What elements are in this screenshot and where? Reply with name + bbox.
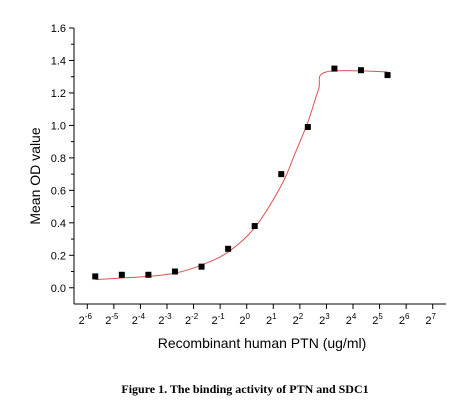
- y-tick-label: 1.6: [51, 23, 66, 35]
- y-tick-label: 0.2: [51, 250, 66, 262]
- x-tick-label: 21: [266, 312, 277, 327]
- data-point: [278, 171, 285, 178]
- y-tick-label: 0.8: [51, 153, 66, 165]
- data-point: [118, 271, 125, 278]
- data-point: [384, 72, 391, 79]
- axes: [73, 28, 446, 305]
- y-tick-label: 1.0: [51, 120, 66, 132]
- fit-curve: [95, 70, 388, 281]
- data-point: [304, 124, 311, 131]
- x-axis-ticks: 2-6 2-5 2-4 2-3 2-2 2-1 20 21 22 23 24 25 26 27: [79, 304, 437, 327]
- figure-caption: Figure 1. The binding activity of PTN an…: [121, 382, 368, 396]
- x-tick-label: 23: [319, 312, 330, 327]
- data-point: [171, 268, 178, 275]
- x-axis-label: Recombinant human PTN (ug/ml): [158, 335, 367, 351]
- y-tick-label: 1.4: [51, 55, 66, 67]
- data-point: [198, 263, 205, 270]
- fit-curve-group: [95, 70, 388, 281]
- x-tick-label: 20: [239, 312, 250, 327]
- y-tick-label: 0.6: [51, 185, 66, 197]
- data-point: [145, 271, 152, 278]
- data-point: [92, 273, 99, 280]
- data-points: [92, 65, 391, 280]
- x-tick-label: 2-2: [185, 312, 199, 327]
- x-tick-label: 27: [425, 312, 436, 327]
- x-tick-label: 2-6: [79, 312, 93, 327]
- y-tick-label: 0.0: [51, 283, 66, 295]
- x-tick-label: 26: [399, 312, 410, 327]
- x-tick-label: 2-1: [212, 312, 226, 327]
- data-point: [225, 245, 232, 252]
- x-tick-label: 2-3: [158, 312, 172, 327]
- data-point: [331, 65, 338, 72]
- data-point: [251, 223, 258, 230]
- x-tick-label: 22: [293, 312, 304, 327]
- data-point: [357, 67, 364, 74]
- x-tick-label: 24: [346, 312, 357, 327]
- y-axis-label: Mean OD value: [27, 127, 43, 224]
- y-axis-ticks: 0.0 0.2 0.4 0.6 0.8 1.0 1.2 1.4 1.6: [51, 23, 74, 295]
- x-tick-label: 2-5: [105, 312, 119, 327]
- x-tick-label: 2-4: [132, 312, 146, 327]
- y-tick-label: 1.2: [51, 88, 66, 100]
- y-tick-label: 0.4: [51, 218, 66, 230]
- x-tick-label: 25: [372, 312, 383, 327]
